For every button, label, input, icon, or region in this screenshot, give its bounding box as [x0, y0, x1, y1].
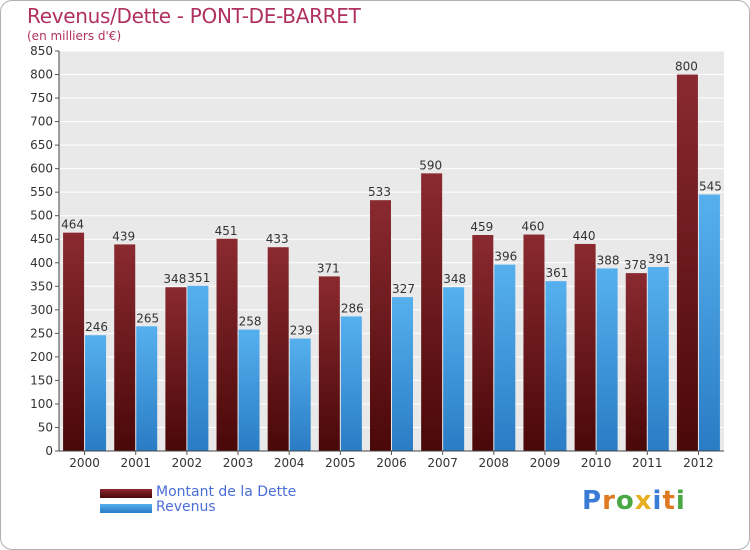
bar-debt [216, 238, 238, 451]
y-tick-label: 150 [30, 373, 53, 387]
logo-letter: t [662, 486, 676, 516]
y-tick-label: 450 [30, 232, 53, 246]
bar-debt [676, 74, 698, 451]
y-tick-label: 350 [30, 279, 53, 293]
x-tick-label: 2012 [683, 456, 714, 470]
bar-debt [523, 234, 545, 451]
bar-revenus [392, 297, 413, 451]
x-tick-label: 2004 [274, 456, 305, 470]
bar-debt [472, 235, 494, 451]
x-tick-label: 2006 [376, 456, 407, 470]
bar-debt [165, 287, 187, 451]
bar-revenus [647, 267, 669, 451]
y-tick-label: 300 [30, 303, 53, 317]
y-tick-label: 550 [30, 185, 53, 199]
bar-revenus [289, 338, 311, 451]
y-tick-label: 650 [30, 138, 53, 152]
bar-revenus [596, 268, 618, 451]
data-label-revenus: 327 [392, 282, 415, 296]
y-tick-label: 750 [30, 91, 53, 105]
x-tick-label: 2010 [581, 456, 612, 470]
data-label-debt: 459 [470, 220, 493, 234]
data-label-debt: 800 [675, 60, 698, 74]
bar-revenus [443, 287, 465, 451]
bar-debt [625, 273, 647, 451]
chart-title: Revenus/Dette - PONT-DE-BARRET [27, 4, 361, 28]
logo-letter: P [582, 486, 603, 516]
x-tick-label: 2003 [223, 456, 254, 470]
data-label-debt: 378 [624, 258, 647, 272]
y-tick-label: 800 [30, 68, 53, 82]
logo-letter: r [602, 486, 616, 516]
y-tick-label: 850 [30, 44, 53, 58]
bar-revenus [340, 316, 362, 451]
data-label-revenus: 265 [136, 311, 159, 325]
data-label-revenus: 351 [187, 271, 210, 285]
x-tick-label: 2009 [530, 456, 561, 470]
y-tick-label: 200 [30, 350, 53, 364]
bar-revenus [698, 194, 720, 451]
bar-debt [421, 173, 443, 451]
legend-label-revenus: Revenus [156, 499, 216, 515]
x-tick-label: 2002 [172, 456, 203, 470]
y-tick-label: 50 [38, 420, 53, 434]
data-label-debt: 451 [215, 224, 238, 238]
data-label-debt: 440 [573, 229, 596, 243]
data-label-revenus: 391 [648, 252, 671, 266]
y-tick-label: 250 [30, 326, 53, 340]
bar-revenus [238, 329, 260, 451]
y-tick-label: 100 [30, 397, 53, 411]
data-label-revenus: 348 [443, 272, 466, 286]
data-label-revenus: 246 [85, 320, 108, 334]
bar-revenus [545, 281, 567, 451]
bar-debt [63, 232, 85, 451]
proxiti-logo: Proxiti [582, 486, 686, 516]
data-label-debt: 439 [112, 229, 135, 243]
bar-debt [574, 243, 596, 451]
bar-debt [267, 247, 289, 451]
data-label-debt: 464 [61, 218, 84, 232]
data-label-debt: 371 [317, 261, 340, 275]
data-label-debt: 533 [368, 185, 391, 199]
logo-letter: x [634, 486, 653, 516]
bar-debt [370, 200, 391, 451]
data-label-revenus: 396 [494, 250, 517, 264]
x-tick-label: 2001 [120, 456, 151, 470]
data-label-debt: 348 [163, 272, 186, 286]
chart-subtitle: (en milliers d'€) [27, 29, 122, 43]
data-label-debt: 590 [419, 158, 442, 172]
y-tick-label: 500 [30, 209, 53, 223]
x-tick-label: 2011 [632, 456, 663, 470]
data-label-revenus: 388 [597, 253, 620, 267]
data-label-revenus: 545 [699, 180, 722, 194]
logo-letter: i [675, 486, 686, 516]
y-tick-label: 400 [30, 256, 53, 270]
bar-revenus [494, 264, 516, 451]
data-label-revenus: 239 [290, 324, 313, 338]
legend-label-debt: Montant de la Dette [156, 484, 297, 500]
y-tick-label: 600 [30, 162, 53, 176]
legend-swatch-debt [100, 489, 152, 498]
data-label-revenus: 258 [239, 315, 262, 329]
data-label-revenus: 286 [341, 301, 364, 315]
bar-debt [318, 276, 340, 451]
bar-revenus [187, 285, 209, 451]
bar-revenus [136, 326, 158, 451]
x-tick-label: 2007 [427, 456, 458, 470]
x-tick-label: 2000 [69, 456, 100, 470]
data-label-debt: 460 [522, 220, 545, 234]
data-label-debt: 433 [266, 232, 289, 246]
plot-area [59, 51, 724, 451]
y-tick-label: 700 [30, 115, 53, 129]
y-tick-label: 0 [45, 444, 53, 458]
x-tick-label: 2005 [325, 456, 356, 470]
bar-debt [114, 244, 136, 451]
data-label-revenus: 361 [546, 266, 569, 280]
logo-letter: i [652, 486, 663, 516]
x-tick-label: 2008 [479, 456, 510, 470]
bar-revenus [85, 335, 107, 451]
legend-swatch-revenus [100, 504, 152, 513]
logo-letter: o [615, 486, 635, 516]
